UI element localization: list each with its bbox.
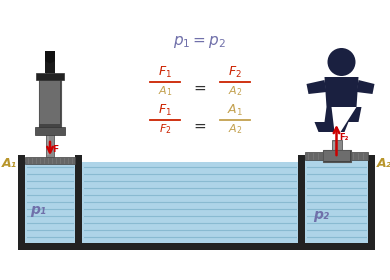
Bar	[39, 124, 61, 130]
Text: $A_2$: $A_2$	[228, 122, 242, 136]
Bar	[305, 152, 368, 160]
Polygon shape	[340, 107, 362, 132]
Text: $F_2$: $F_2$	[159, 122, 171, 136]
Text: $A_1$: $A_1$	[158, 84, 172, 98]
Polygon shape	[307, 80, 326, 94]
Bar	[25, 162, 75, 243]
Text: =: =	[193, 81, 206, 95]
Text: $F_2$: $F_2$	[228, 65, 242, 80]
Text: $F_1$: $F_1$	[158, 65, 172, 80]
Text: p₁: p₁	[30, 203, 46, 217]
Polygon shape	[314, 107, 335, 132]
Bar	[323, 151, 349, 161]
Bar	[40, 81, 60, 129]
Bar	[47, 67, 49, 155]
Text: =: =	[193, 118, 206, 134]
Bar	[39, 80, 61, 130]
Bar	[298, 155, 305, 243]
Bar	[46, 65, 54, 157]
Text: F: F	[52, 144, 58, 153]
Bar	[368, 155, 375, 250]
Bar	[18, 155, 25, 250]
Text: $\mathit{p}_1 = \mathit{p}_2$: $\mathit{p}_1 = \mathit{p}_2$	[174, 34, 227, 50]
Text: F₂: F₂	[340, 132, 349, 141]
Circle shape	[328, 48, 356, 76]
Polygon shape	[324, 77, 358, 107]
Bar	[36, 73, 64, 80]
Text: p₂: p₂	[313, 208, 329, 222]
Bar	[35, 127, 65, 135]
Text: $F_1$: $F_1$	[158, 103, 172, 118]
Bar	[332, 140, 342, 152]
Text: $A_1$: $A_1$	[227, 103, 243, 118]
Bar	[82, 162, 298, 243]
Bar	[305, 157, 368, 243]
Text: $A_2$: $A_2$	[228, 84, 242, 98]
Bar	[18, 243, 375, 250]
Polygon shape	[356, 80, 374, 94]
Text: A₁: A₁	[2, 157, 17, 170]
Bar	[45, 61, 55, 73]
Bar	[75, 155, 82, 243]
Polygon shape	[45, 51, 55, 64]
Bar	[323, 150, 351, 162]
Bar	[25, 157, 75, 164]
Text: A₂: A₂	[377, 157, 390, 170]
Bar	[333, 142, 335, 150]
